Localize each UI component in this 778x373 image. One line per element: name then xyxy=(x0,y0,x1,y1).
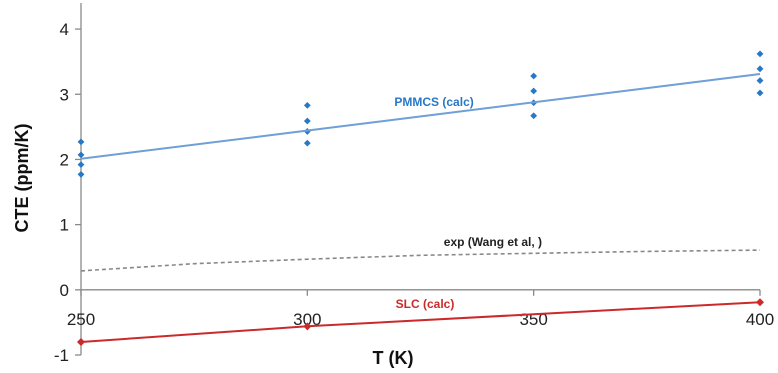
pmmcs-point xyxy=(530,72,538,80)
y-axis-title: CTE (ppm/K) xyxy=(12,124,32,233)
x-axis-title: T (K) xyxy=(373,348,414,368)
pmmcs-fit-line xyxy=(80,73,761,160)
slc-point xyxy=(77,337,85,346)
pmmcs-point xyxy=(303,117,311,125)
series-label: PMMCS (calc) xyxy=(394,95,473,109)
pmmcs-point xyxy=(77,161,85,169)
series-layer xyxy=(77,50,764,346)
pmmcs-point xyxy=(77,151,85,159)
pmmcs-point xyxy=(303,139,311,147)
exp-series-line xyxy=(80,249,761,272)
pmmcs-point xyxy=(77,138,85,146)
labels-layer: PMMCS (calc) exp (Wang et al, ) SLC (calc) xyxy=(394,95,542,311)
y-tick-label: 4 xyxy=(60,20,69,39)
x-tick-label: 400 xyxy=(746,310,774,329)
pmmcs-point xyxy=(530,112,538,120)
pmmcs-point xyxy=(530,87,538,95)
pmmcs-point xyxy=(303,101,311,109)
series-label: exp (Wang et al, ) xyxy=(444,235,542,249)
pmmcs-point xyxy=(77,171,85,178)
x-tick-label: 300 xyxy=(293,310,321,329)
x-tick-label: 250 xyxy=(67,310,95,329)
y-tick-label: 1 xyxy=(60,216,69,235)
pmmcs-point xyxy=(756,65,764,73)
y-tick-label: -1 xyxy=(54,346,69,365)
pmmcs-point xyxy=(756,50,764,58)
pmmcs-point xyxy=(756,77,764,84)
y-tick-label: 3 xyxy=(60,85,69,104)
pmmcs-point xyxy=(756,89,764,97)
axes: -1 0 1 2 3 4 250 300 350 400 xyxy=(54,3,774,365)
slc-point xyxy=(303,322,312,331)
series-label: SLC (calc) xyxy=(396,297,455,311)
slc-point xyxy=(756,298,764,307)
y-tick-label: 0 xyxy=(60,281,69,300)
y-tick-label: 2 xyxy=(60,150,69,169)
x-tick-label: 350 xyxy=(519,310,547,329)
